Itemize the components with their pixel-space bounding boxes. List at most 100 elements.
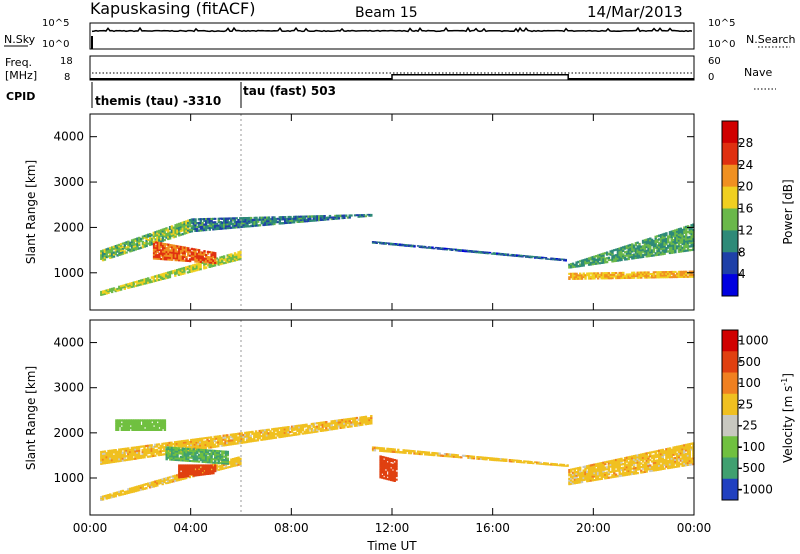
heatmap-cell — [220, 440, 224, 443]
heatmap-cell — [206, 217, 210, 221]
heatmap-cell — [595, 262, 598, 265]
heatmap-cell — [676, 274, 679, 277]
heatmap-cell — [194, 267, 197, 270]
heatmap-cell — [278, 430, 281, 433]
heatmap-cell — [205, 456, 208, 459]
heatmap-cell — [172, 246, 176, 249]
heatmap-cell — [659, 241, 663, 244]
heatmap-cell — [636, 276, 639, 279]
heatmap-cell — [134, 246, 137, 249]
heatmap-cell — [686, 241, 690, 245]
heatmap-cell — [177, 445, 180, 449]
heatmap-cell — [677, 241, 681, 244]
heatmap-cell — [330, 424, 333, 427]
heatmap-cell — [147, 482, 150, 485]
heatmap-cell — [604, 275, 607, 278]
heatmap-cell — [226, 454, 229, 457]
heatmap-cell — [158, 238, 161, 242]
heatmap-cell — [613, 254, 616, 257]
heatmap-cell — [136, 446, 139, 449]
heatmap-cell — [332, 422, 335, 425]
heatmap-cell — [201, 460, 204, 463]
heatmap-cell — [589, 464, 593, 467]
heatmap-cell — [165, 247, 168, 250]
heatmap-cell — [656, 464, 659, 468]
heatmap-cell — [158, 242, 161, 245]
heatmap-cell — [681, 246, 684, 249]
heatmap-cell — [163, 258, 167, 261]
heatmap-cell — [661, 244, 664, 247]
heatmap-cell — [163, 449, 166, 452]
heatmap-cell — [575, 471, 578, 474]
heatmap-cell — [190, 440, 193, 443]
heatmap-cell — [390, 473, 393, 476]
heatmap-cell — [100, 499, 103, 501]
heatmap-cell — [681, 459, 684, 462]
heatmap-cell — [494, 457, 497, 460]
heatmap-cell — [210, 468, 213, 471]
heatmap-cell — [143, 450, 146, 453]
heatmap-cell — [640, 276, 643, 279]
heatmap-cell — [178, 452, 181, 455]
heatmap-cell — [105, 289, 108, 292]
heatmap-cell — [105, 255, 108, 259]
heatmap-cell — [101, 259, 105, 262]
heatmap-cell — [274, 427, 278, 430]
heatmap-cell — [217, 455, 220, 458]
heatmap-cell — [192, 471, 195, 474]
heatmap-cell — [596, 275, 600, 278]
heatmap-cell — [677, 447, 681, 450]
heatmap-cell — [185, 466, 188, 469]
heatmap-cell — [134, 451, 137, 455]
heatmap-cell — [159, 452, 162, 455]
heatmap-cell — [215, 453, 219, 456]
heatmap-cell — [649, 273, 652, 276]
heatmap-cell — [161, 239, 165, 242]
heatmap-cell — [143, 452, 146, 455]
heatmap-cell — [488, 457, 492, 460]
heatmap-cell — [105, 292, 108, 295]
heatmap-cell — [213, 435, 216, 439]
heatmap-cell — [620, 459, 623, 462]
heatmap-cell — [244, 435, 247, 438]
heatmap-cell — [649, 242, 652, 245]
heatmap-cell — [233, 254, 237, 257]
heatmap-cell — [469, 251, 472, 253]
heatmap-cell — [116, 491, 119, 494]
heatmap-cell — [582, 275, 585, 278]
heatmap-cell — [598, 273, 602, 276]
heatmap-cell — [690, 238, 693, 241]
heatmap-cell — [183, 475, 186, 478]
heatmap-cell — [109, 459, 112, 462]
heatmap-cell — [510, 253, 513, 256]
heatmap-cell — [114, 458, 117, 461]
heatmap-cell — [236, 432, 240, 435]
heatmap-cell — [173, 444, 177, 447]
heatmap-cell — [296, 220, 299, 223]
heatmap-cell — [400, 243, 404, 246]
heatmap-cell — [154, 257, 158, 260]
heatmap-cell — [589, 466, 593, 469]
heatmap-cell — [136, 284, 139, 287]
colorbar-cell — [722, 330, 738, 352]
heatmap-cell — [381, 464, 384, 467]
heatmap-cell — [237, 456, 240, 459]
heatmap-cell — [123, 250, 126, 253]
heatmap-cell — [650, 451, 654, 454]
heatmap-cell — [568, 474, 571, 477]
heatmap-cell — [656, 235, 659, 238]
heatmap-cell — [303, 432, 306, 435]
heatmap-cell — [228, 226, 231, 230]
heatmap-cell — [659, 244, 663, 247]
heatmap-cell — [264, 218, 267, 221]
heatmap-cell — [192, 268, 195, 271]
heatmap-cell — [178, 222, 181, 226]
heatmap-cell — [156, 276, 159, 280]
heatmap-cell — [379, 241, 382, 244]
heatmap-cell — [512, 459, 515, 462]
heatmap-cell — [647, 243, 650, 246]
heatmap-cell — [240, 441, 243, 444]
heatmap-cell — [596, 476, 600, 479]
heatmap-cell — [118, 252, 121, 255]
